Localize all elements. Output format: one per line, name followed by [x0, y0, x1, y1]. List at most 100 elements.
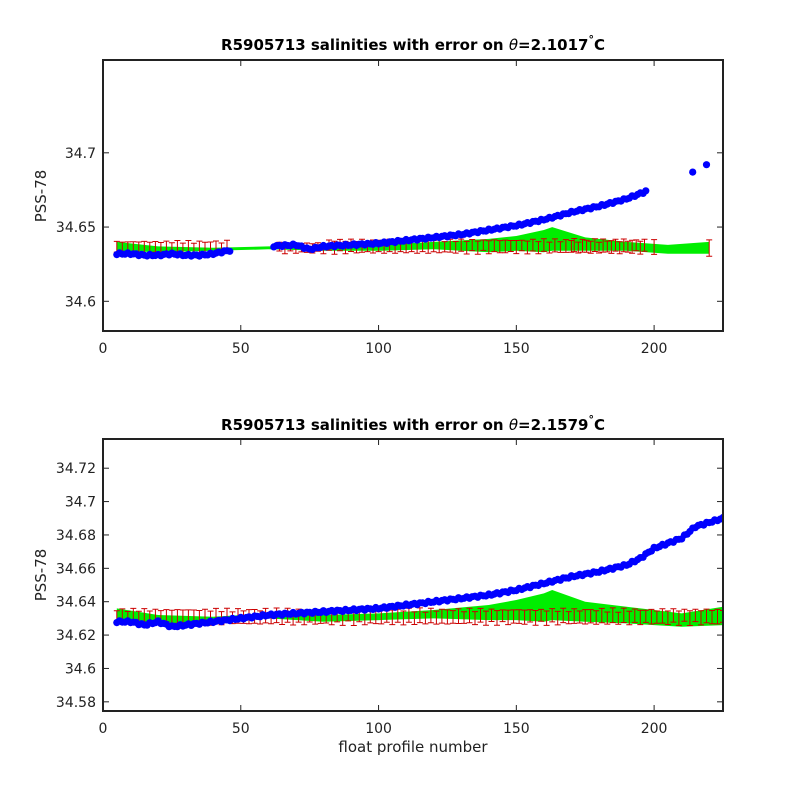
error-bar: [546, 241, 553, 254]
error-bar: [524, 240, 531, 255]
y-tick-label: 34.6: [65, 294, 96, 310]
error-bar: [587, 240, 594, 254]
float-point: [226, 247, 234, 255]
y-tick-label: 34.72: [56, 461, 96, 477]
x-tick-label: 200: [641, 721, 668, 737]
error-bar: [494, 610, 500, 626]
error-bar: [532, 610, 539, 626]
error-bar: [598, 607, 605, 624]
y-tick-label: 34.62: [56, 628, 96, 644]
error-bar: [571, 238, 578, 253]
error-bar: [698, 610, 704, 626]
float-point: [689, 168, 697, 176]
error-bar: [463, 240, 470, 255]
error-bar: [582, 609, 589, 625]
error-bar: [692, 608, 699, 623]
error-bar: [642, 609, 649, 623]
error-bar: [604, 611, 611, 625]
y-tick-label: 34.7: [65, 146, 96, 162]
y-tick-label: 34.7: [65, 495, 96, 511]
x-tick-label: 100: [365, 341, 392, 357]
error-bar: [626, 610, 633, 626]
error-bar: [664, 610, 671, 625]
error-bar: [624, 240, 631, 253]
error-bar: [593, 610, 600, 625]
error-bar: [540, 238, 547, 252]
error-bar: [633, 239, 640, 252]
error-bar: [565, 611, 572, 625]
error-bar: [631, 608, 638, 623]
error-bar: [507, 240, 514, 252]
error-bar: [608, 240, 615, 254]
error-bar: [637, 240, 644, 255]
float-salinity-points: [113, 513, 723, 631]
error-bar: [551, 238, 558, 253]
y-tick-label: 34.65: [56, 220, 96, 236]
error-bar: [505, 609, 512, 626]
float-point: [702, 161, 711, 169]
error-bar: [659, 608, 666, 624]
x-tick-label: 50: [232, 341, 250, 357]
error-bar: [422, 611, 429, 625]
error-bar: [651, 239, 658, 255]
error-bar: [510, 609, 517, 624]
plot-area-bottom: 0 50 100 150 200 34.58 34.6 34.62 34.64 34.66 34.6…: [56, 438, 724, 737]
error-bar: [518, 239, 525, 252]
plot-area-top: 0 50 100 150 200 34.6 34.65 34.7: [56, 59, 724, 357]
error-bar: [466, 607, 473, 624]
error-bar: [427, 607, 434, 624]
y-tick-label: 34.64: [56, 595, 96, 611]
error-bar: [641, 238, 648, 252]
error-bar: [502, 239, 509, 254]
error-bar: [576, 610, 583, 624]
float-salinity-points: [113, 161, 711, 260]
error-bar: [444, 609, 451, 625]
chart-title-top: R5905713 salinities with error on θ=2.10…: [221, 33, 605, 54]
error-bar: [441, 241, 448, 253]
error-bar: [535, 241, 542, 255]
error-bar: [587, 609, 594, 624]
error-bar: [706, 239, 713, 257]
error-bar: [516, 609, 523, 624]
error-bar: [538, 608, 545, 622]
error-bar: [521, 609, 528, 625]
error-bar: [714, 608, 721, 625]
y-tick-label: 34.66: [56, 561, 96, 577]
error-bar: [400, 610, 407, 626]
error-bar: [458, 238, 465, 252]
error-bar: [554, 610, 561, 626]
error-bar: [670, 608, 677, 623]
error-bar: [591, 238, 598, 252]
error-bar: [596, 241, 602, 254]
x-axis-label-bottom: float profile number: [338, 738, 488, 756]
error-bar: [709, 610, 715, 625]
error-bar: [496, 240, 503, 254]
float-point: [642, 187, 650, 195]
y-axis-label-top: PSS-78: [32, 170, 50, 223]
x-tick-label: 0: [99, 721, 108, 737]
error-bar: [720, 610, 723, 623]
error-bar: [474, 240, 481, 255]
error-bar: [543, 610, 550, 626]
error-bar: [452, 241, 459, 254]
x-tick-label: 200: [641, 341, 668, 357]
error-bar: [461, 611, 467, 624]
error-bar: [609, 607, 616, 624]
y-tick-label: 34.6: [65, 661, 96, 677]
error-bar: [549, 608, 556, 623]
error-bar: [703, 608, 710, 624]
error-bar: [616, 241, 623, 255]
error-envelope-band: [116, 227, 710, 254]
error-bar: [513, 240, 520, 255]
error-bar: [433, 610, 440, 625]
x-tick-label: 100: [365, 721, 392, 737]
x-tick-label: 150: [503, 721, 530, 737]
error-bar: [472, 611, 478, 626]
axes-frame: [102, 438, 724, 712]
error-bar: [488, 608, 495, 622]
error-bar: [612, 238, 619, 252]
error-bar: [455, 608, 462, 624]
error-bar: [615, 611, 622, 625]
error-bar: [681, 608, 688, 622]
chart-title-bottom: R5905713 salinities with error on θ=2.15…: [221, 413, 605, 434]
